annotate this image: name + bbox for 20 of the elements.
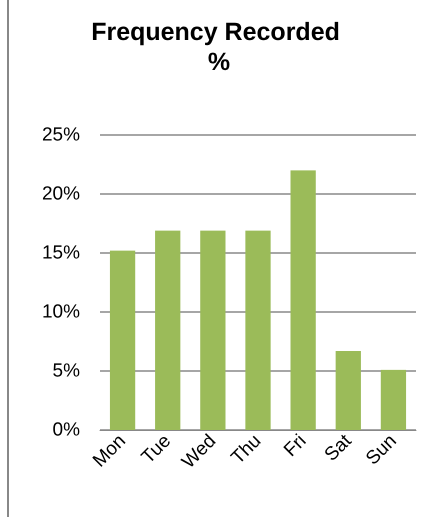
y-tick-label: 0% — [52, 420, 80, 440]
x-tick-label: Thu — [227, 430, 266, 469]
y-tick-label: 15% — [42, 242, 80, 264]
bar — [110, 250, 136, 430]
x-tick-label: Tue — [138, 430, 176, 468]
bar — [290, 170, 316, 430]
bar — [380, 370, 406, 430]
y-tick-label: 25% — [42, 124, 80, 146]
chart-title: Frequency Recorded % — [91, 18, 347, 76]
x-tick-label: Sat — [320, 430, 356, 466]
bar — [245, 230, 271, 430]
y-tick-label: 5% — [52, 360, 80, 382]
x-tick-label: Sun — [362, 430, 401, 470]
x-tick-label: Mon — [89, 430, 130, 472]
bar — [336, 350, 361, 430]
y-tick-label: 20% — [42, 184, 80, 204]
bar — [200, 230, 226, 430]
y-tick-label: 10% — [42, 302, 80, 322]
x-tick-label: Fri — [280, 430, 311, 462]
bar — [155, 230, 180, 430]
